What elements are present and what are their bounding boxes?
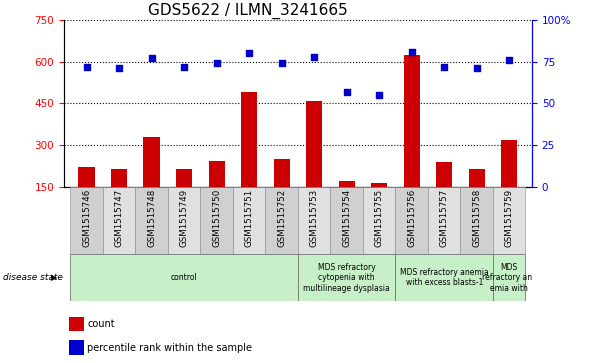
Bar [460,187,493,254]
Text: GSM1515759: GSM1515759 [505,189,514,247]
Bar [274,159,290,229]
Bar [71,187,103,254]
Text: GSM1515754: GSM1515754 [342,189,351,247]
Bar [363,187,395,254]
Bar [143,137,160,229]
Text: GSM1515747: GSM1515747 [115,189,123,247]
Bar [103,187,136,254]
Point [114,65,124,71]
Bar [69,340,83,355]
Bar [136,187,168,254]
Bar [371,183,387,229]
Bar [493,187,525,254]
Text: GSM1515753: GSM1515753 [309,189,319,247]
Point [309,54,319,60]
Text: percentile rank within the sample: percentile rank within the sample [88,343,252,352]
Text: MDS refractory anemia
with excess blasts-1: MDS refractory anemia with excess blasts… [400,268,489,287]
Point [212,61,221,66]
Bar [176,169,192,229]
Point [244,50,254,56]
Bar [469,169,485,229]
Text: GSM1515748: GSM1515748 [147,189,156,247]
Bar [266,187,298,254]
Bar [78,167,95,229]
Point [81,64,91,70]
Text: ▶: ▶ [51,273,58,282]
Text: GSM1515755: GSM1515755 [375,189,384,247]
Text: GSM1515746: GSM1515746 [82,189,91,247]
Text: GSM1515749: GSM1515749 [179,189,188,247]
Text: GSM1515758: GSM1515758 [472,189,481,247]
Bar [241,92,257,229]
Text: GSM1515756: GSM1515756 [407,189,416,247]
Bar [233,187,266,254]
Bar [168,187,201,254]
Bar [306,101,322,229]
Text: GSM1515757: GSM1515757 [440,189,449,247]
Text: MDS
refractory ane
emia with: MDS refractory ane emia with [482,263,537,293]
Bar [298,254,395,301]
Text: control: control [171,273,198,282]
Point [472,65,482,71]
Bar [111,169,127,229]
Bar [339,182,355,229]
Bar [201,187,233,254]
Point [342,89,351,95]
Bar [428,187,460,254]
Point [375,92,384,98]
Bar [436,162,452,229]
Text: count: count [88,319,115,329]
Bar [298,187,330,254]
Point [505,57,514,63]
Bar [501,140,517,229]
Point [407,49,416,54]
Bar [395,254,493,301]
Point [147,56,156,61]
Text: GSM1515750: GSM1515750 [212,189,221,247]
Point [440,64,449,70]
Bar [493,254,525,301]
Text: GDS5622 / ILMN_3241665: GDS5622 / ILMN_3241665 [148,3,348,19]
Text: disease state: disease state [3,273,63,282]
Bar [330,187,363,254]
Bar [404,55,420,229]
Bar [395,187,428,254]
Text: GSM1515752: GSM1515752 [277,189,286,247]
Bar [69,317,83,331]
Bar [71,254,298,301]
Bar [209,160,225,229]
Point [277,61,286,66]
Point [179,64,189,70]
Text: MDS refractory
cytopenia with
multilineage dysplasia: MDS refractory cytopenia with multilinea… [303,263,390,293]
Text: GSM1515751: GSM1515751 [244,189,254,247]
